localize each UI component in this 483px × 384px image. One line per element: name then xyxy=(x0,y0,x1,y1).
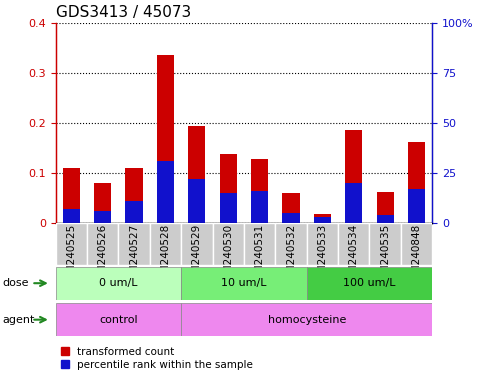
Bar xyxy=(126,201,142,223)
Text: GDS3413 / 45073: GDS3413 / 45073 xyxy=(56,5,191,20)
Bar xyxy=(56,303,181,336)
Text: GSM240532: GSM240532 xyxy=(286,224,296,287)
Text: GSM240531: GSM240531 xyxy=(255,224,265,287)
Bar xyxy=(377,215,394,223)
Text: GSM240848: GSM240848 xyxy=(412,224,422,287)
Bar xyxy=(213,223,244,265)
Bar xyxy=(408,189,425,223)
Legend: transformed count, percentile rank within the sample: transformed count, percentile rank withi… xyxy=(61,347,253,370)
Bar xyxy=(307,267,432,300)
Bar xyxy=(181,303,432,336)
Bar xyxy=(87,223,118,265)
Bar xyxy=(157,56,174,223)
Bar xyxy=(314,214,331,223)
Text: GSM240528: GSM240528 xyxy=(160,224,170,287)
Bar xyxy=(126,168,142,223)
Bar xyxy=(314,217,331,223)
Bar xyxy=(118,223,150,265)
Text: dose: dose xyxy=(2,278,29,288)
Text: control: control xyxy=(99,314,138,325)
Bar xyxy=(188,179,205,223)
Bar xyxy=(94,183,111,223)
Text: GSM240527: GSM240527 xyxy=(129,224,139,287)
Bar xyxy=(283,213,299,223)
Bar xyxy=(369,223,401,265)
Bar xyxy=(181,267,307,300)
Text: 10 um/L: 10 um/L xyxy=(221,278,267,288)
Text: homocysteine: homocysteine xyxy=(268,314,346,325)
Bar xyxy=(220,154,237,223)
Bar xyxy=(377,192,394,223)
Bar xyxy=(307,223,338,265)
Text: GSM240529: GSM240529 xyxy=(192,224,202,287)
Bar xyxy=(157,161,174,223)
Bar xyxy=(345,183,362,223)
Bar xyxy=(188,126,205,223)
Bar xyxy=(283,193,299,223)
Bar xyxy=(63,209,80,223)
Bar xyxy=(401,223,432,265)
Text: GSM240530: GSM240530 xyxy=(223,224,233,287)
Bar xyxy=(275,223,307,265)
Bar xyxy=(251,159,268,223)
Text: GSM240535: GSM240535 xyxy=(380,224,390,287)
Bar xyxy=(244,223,275,265)
Bar xyxy=(150,223,181,265)
Bar xyxy=(181,223,213,265)
Text: agent: agent xyxy=(2,314,35,325)
Bar xyxy=(408,142,425,223)
Bar xyxy=(345,131,362,223)
Bar xyxy=(220,193,237,223)
Text: GSM240534: GSM240534 xyxy=(349,224,359,287)
Text: 100 um/L: 100 um/L xyxy=(343,278,396,288)
Bar xyxy=(94,211,111,223)
Text: 0 um/L: 0 um/L xyxy=(99,278,138,288)
Bar xyxy=(56,267,181,300)
Bar xyxy=(338,223,369,265)
Bar xyxy=(63,168,80,223)
Text: GSM240533: GSM240533 xyxy=(317,224,327,287)
Bar xyxy=(251,191,268,223)
Bar xyxy=(56,223,87,265)
Text: GSM240526: GSM240526 xyxy=(98,224,108,287)
Text: GSM240525: GSM240525 xyxy=(66,224,76,287)
